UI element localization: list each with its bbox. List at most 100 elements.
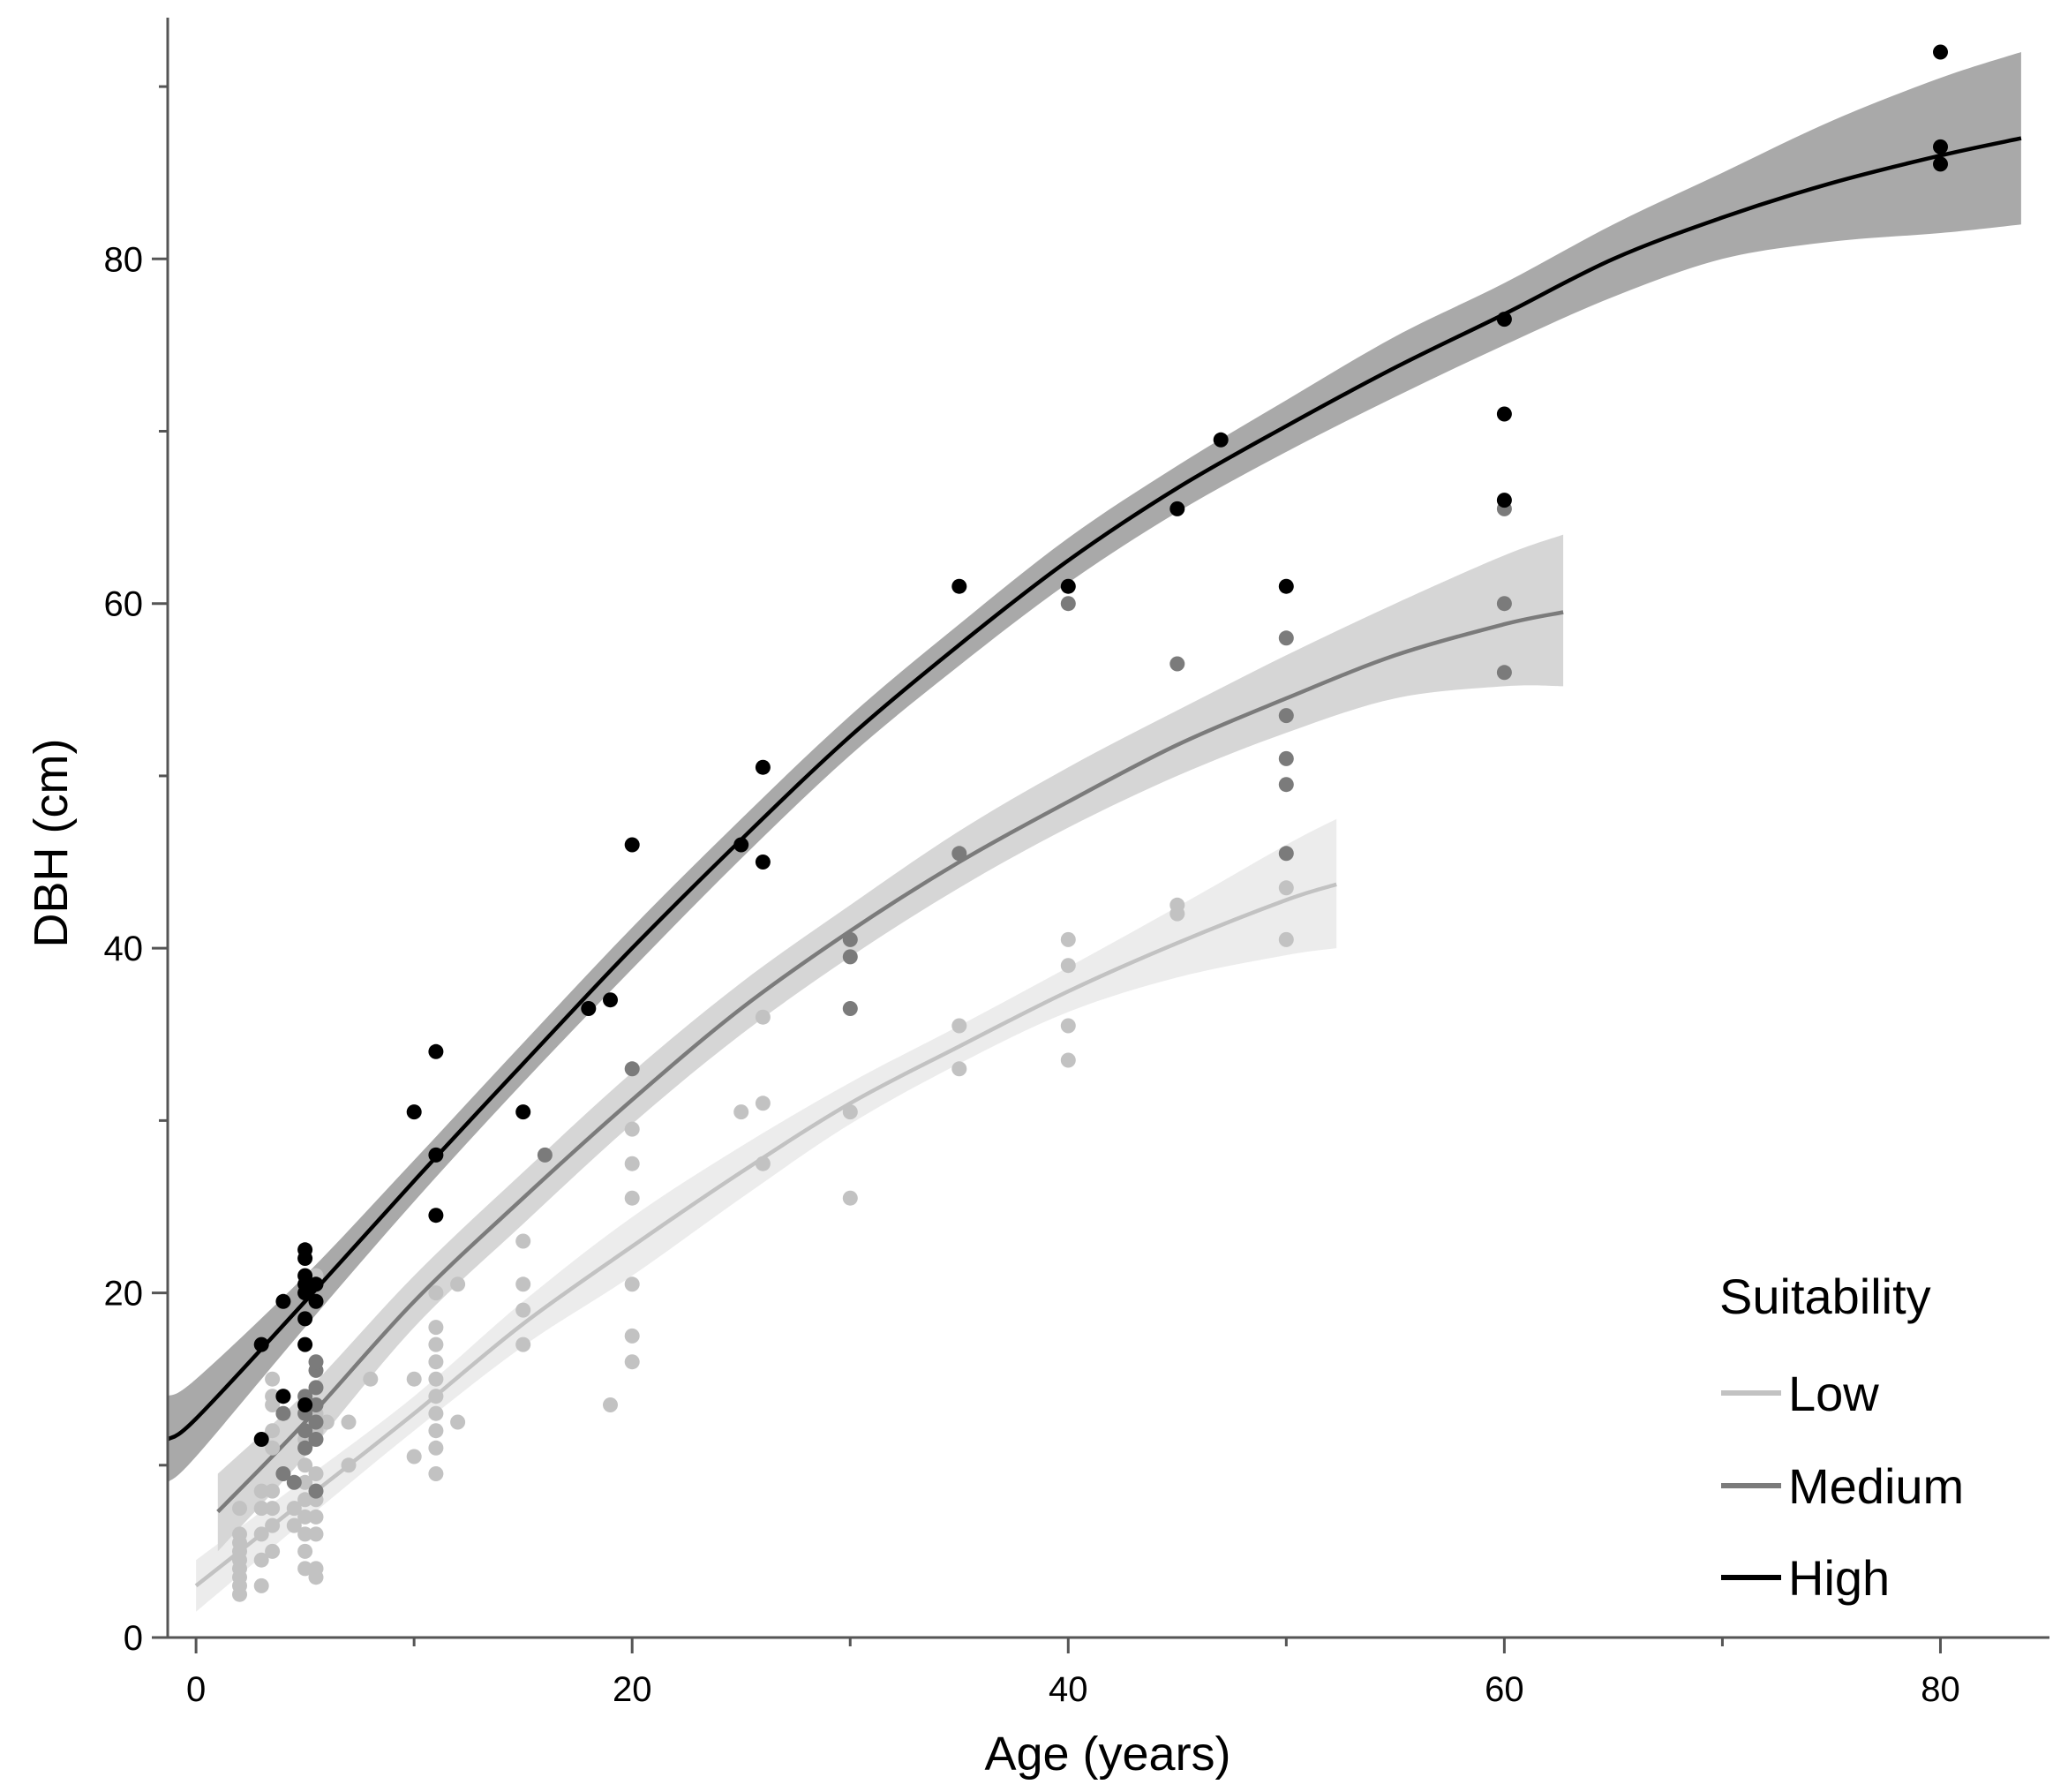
point-low — [232, 1526, 247, 1542]
point-low — [515, 1302, 531, 1318]
band-low — [196, 818, 1337, 1612]
y-tick-label: 40 — [104, 930, 144, 968]
point-high — [428, 1147, 444, 1163]
point-low — [1278, 931, 1294, 947]
point-medium — [297, 1440, 313, 1456]
legend-label-low: Low — [1788, 1366, 1879, 1421]
point-high — [297, 1336, 313, 1352]
point-medium — [537, 1147, 553, 1163]
point-high — [297, 1397, 313, 1412]
point-medium — [1496, 665, 1512, 681]
y-tick-label: 0 — [124, 1619, 143, 1658]
point-low — [428, 1320, 444, 1336]
point-medium — [1060, 596, 1076, 612]
band-high — [168, 52, 2021, 1483]
point-low — [603, 1397, 618, 1412]
x-tick-label: 80 — [1921, 1670, 1960, 1709]
point-low — [624, 1121, 640, 1137]
point-low — [755, 1009, 771, 1025]
point-low — [363, 1371, 379, 1387]
point-high — [253, 1432, 269, 1447]
point-high — [1933, 139, 1948, 154]
point-low — [297, 1492, 313, 1508]
point-high — [406, 1104, 422, 1120]
point-low — [1278, 880, 1294, 896]
point-low — [428, 1354, 444, 1370]
point-low — [308, 1466, 324, 1481]
point-low — [253, 1483, 269, 1499]
point-medium — [842, 1001, 858, 1016]
fit-line-high — [166, 136, 2022, 1442]
point-high — [297, 1285, 313, 1301]
point-medium — [1278, 777, 1294, 793]
point-low — [253, 1501, 269, 1517]
point-low — [308, 1509, 324, 1525]
point-low — [515, 1233, 531, 1249]
point-low — [286, 1517, 302, 1533]
point-high — [733, 837, 749, 853]
point-high — [275, 1389, 291, 1404]
point-low — [406, 1371, 422, 1387]
x-ticks: 0 20 40 60 80 — [186, 1638, 1960, 1709]
point-low — [450, 1414, 466, 1430]
point-medium — [297, 1423, 313, 1439]
point-medium — [1169, 656, 1185, 672]
point-low — [428, 1466, 444, 1481]
point-low — [624, 1190, 640, 1206]
x-axis-title: Age (years) — [984, 1728, 1230, 1781]
data-points — [232, 44, 1948, 1602]
point-high — [755, 855, 771, 870]
point-low — [265, 1543, 281, 1559]
band-medium — [217, 534, 1564, 1552]
point-high — [1933, 156, 1948, 172]
point-low — [624, 1354, 640, 1370]
point-low — [308, 1526, 324, 1542]
point-low — [428, 1371, 444, 1387]
legend-label-medium: Medium — [1788, 1458, 1964, 1514]
point-low — [297, 1474, 313, 1490]
confidence-bands — [168, 52, 2021, 1612]
point-high — [515, 1104, 531, 1120]
x-tick-label: 40 — [1049, 1670, 1088, 1709]
point-low — [297, 1526, 313, 1542]
point-low — [755, 1156, 771, 1171]
point-low — [265, 1371, 281, 1387]
legend-label-high: High — [1788, 1550, 1890, 1606]
point-low — [624, 1328, 640, 1344]
point-low — [253, 1552, 269, 1568]
point-high — [308, 1276, 324, 1292]
point-low — [428, 1423, 444, 1439]
point-high — [275, 1293, 291, 1309]
y-tick-label: 60 — [104, 585, 144, 624]
point-high — [581, 1001, 597, 1016]
axes: 0 20 40 60 80 0 20 40 60 80 — [104, 18, 2049, 1709]
point-low — [428, 1405, 444, 1421]
point-high — [1213, 432, 1229, 448]
point-high — [1278, 578, 1294, 594]
point-high — [428, 1208, 444, 1224]
point-high — [1496, 406, 1512, 422]
point-low — [624, 1276, 640, 1292]
y-axis-title: DBH (cm) — [25, 739, 78, 948]
point-low — [450, 1276, 466, 1292]
point-low — [265, 1501, 281, 1517]
y-ticks: 0 20 40 60 80 — [104, 85, 168, 1658]
point-low — [265, 1517, 281, 1533]
point-high — [1496, 493, 1512, 508]
y-tick-label: 20 — [104, 1275, 144, 1314]
point-low — [755, 1096, 771, 1111]
point-low — [265, 1440, 281, 1456]
point-high — [951, 578, 967, 594]
legend-title: Suitability — [1719, 1269, 1931, 1324]
point-low — [515, 1276, 531, 1292]
point-low — [428, 1440, 444, 1456]
point-low — [297, 1561, 313, 1577]
point-low — [428, 1285, 444, 1301]
x-tick-label: 0 — [186, 1670, 206, 1709]
point-medium — [308, 1397, 324, 1412]
point-high — [1933, 44, 1948, 60]
point-medium — [308, 1414, 324, 1430]
point-medium — [1278, 846, 1294, 862]
point-medium — [308, 1380, 324, 1396]
